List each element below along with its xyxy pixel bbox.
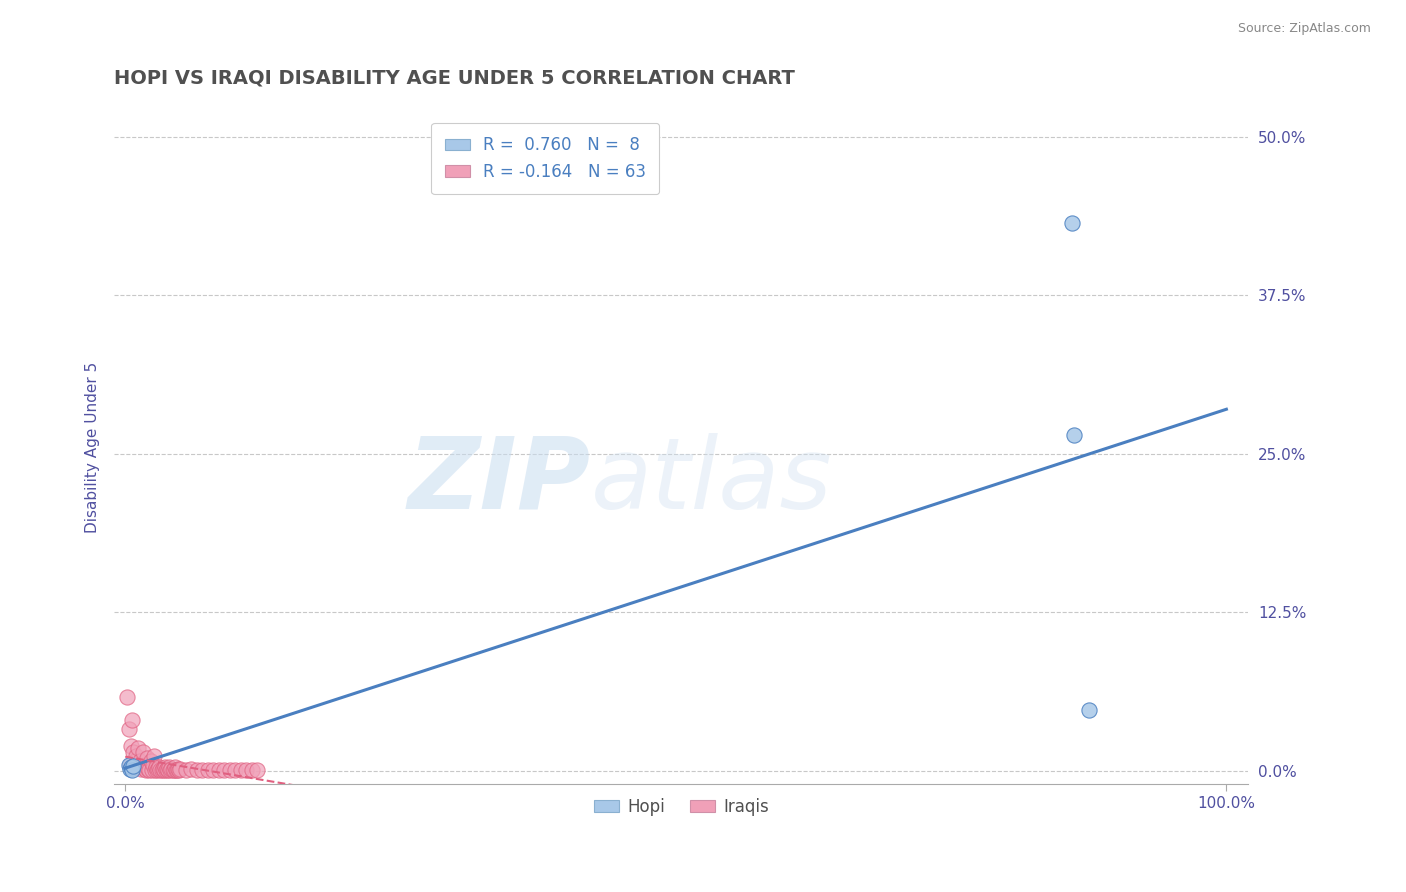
Point — [186, 763, 208, 777]
Point — [117, 690, 139, 705]
Point — [218, 763, 240, 777]
Point — [134, 762, 156, 776]
Point — [143, 763, 166, 777]
Point — [202, 763, 225, 777]
Point — [142, 748, 165, 763]
Point — [131, 757, 153, 772]
Point — [167, 762, 190, 776]
Point — [180, 762, 202, 776]
Point — [132, 745, 155, 759]
Point — [174, 763, 197, 777]
Point — [135, 763, 157, 777]
Point — [163, 763, 186, 777]
Point — [127, 741, 149, 756]
Text: HOPI VS IRAQI DISABILITY AGE UNDER 5 CORRELATION CHART: HOPI VS IRAQI DISABILITY AGE UNDER 5 COR… — [114, 69, 794, 87]
Point — [169, 762, 191, 776]
Point — [121, 763, 143, 777]
Point — [138, 763, 160, 777]
Point — [149, 763, 172, 777]
Point — [148, 760, 170, 774]
Point — [165, 763, 187, 777]
Point — [152, 762, 174, 776]
Point — [139, 754, 162, 768]
Point — [1077, 703, 1099, 717]
Text: Source: ZipAtlas.com: Source: ZipAtlas.com — [1237, 22, 1371, 36]
Point — [132, 760, 155, 774]
Point — [122, 757, 145, 772]
Point — [191, 763, 214, 777]
Point — [118, 757, 141, 772]
Point — [127, 760, 149, 774]
Point — [163, 760, 186, 774]
Point — [141, 763, 163, 777]
Point — [120, 760, 142, 774]
Point — [229, 763, 252, 777]
Point — [124, 754, 146, 768]
Point — [150, 763, 173, 777]
Point — [156, 762, 179, 776]
Point — [155, 763, 177, 777]
Point — [1062, 216, 1084, 230]
Point — [122, 745, 145, 759]
Point — [122, 759, 145, 773]
Point — [162, 763, 184, 777]
Point — [157, 763, 180, 777]
Y-axis label: Disability Age Under 5: Disability Age Under 5 — [86, 362, 100, 533]
Point — [118, 762, 141, 776]
Point — [208, 763, 231, 777]
Point — [157, 760, 180, 774]
Text: atlas: atlas — [591, 433, 832, 530]
Point — [120, 739, 142, 753]
Point — [125, 748, 148, 763]
Point — [142, 757, 165, 772]
Point — [214, 763, 236, 777]
Point — [121, 714, 143, 728]
Text: ZIP: ZIP — [408, 433, 591, 530]
Point — [159, 763, 181, 777]
Point — [128, 754, 150, 768]
Point — [136, 762, 159, 776]
Legend: Hopi, Iraqis: Hopi, Iraqis — [588, 791, 776, 822]
Point — [160, 762, 183, 776]
Point — [166, 763, 188, 777]
Point — [153, 760, 176, 774]
Point — [136, 751, 159, 765]
Point — [240, 763, 263, 777]
Point — [1063, 427, 1085, 442]
Point — [117, 757, 139, 772]
Point — [224, 763, 246, 777]
Point — [246, 763, 269, 777]
Point — [117, 722, 139, 736]
Point — [129, 762, 152, 776]
Point — [145, 760, 167, 774]
Point — [148, 762, 170, 776]
Point — [146, 763, 169, 777]
Point — [152, 763, 174, 777]
Point — [235, 763, 257, 777]
Point — [197, 763, 219, 777]
Point — [167, 763, 190, 777]
